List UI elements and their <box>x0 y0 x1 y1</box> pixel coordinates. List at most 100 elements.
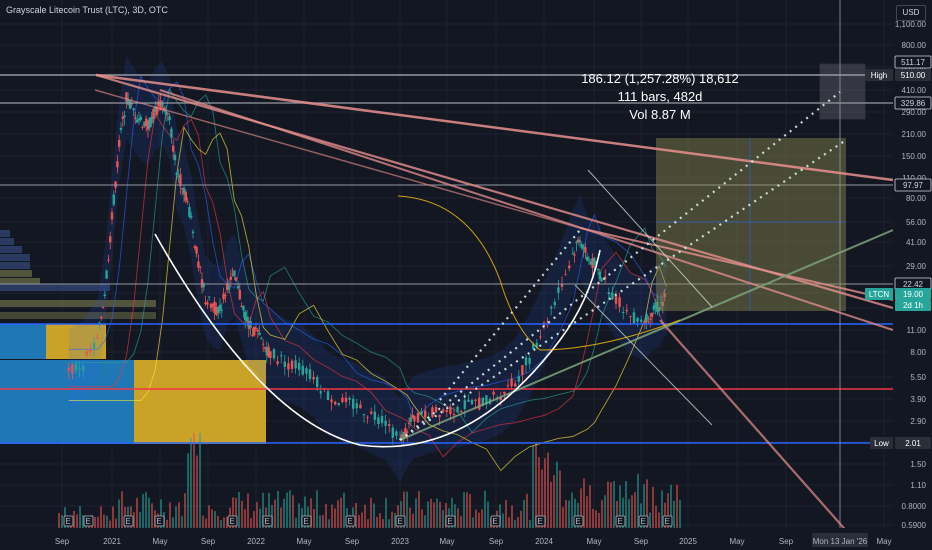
candle-body <box>190 215 193 218</box>
candle-body <box>528 357 531 364</box>
candle-body <box>391 427 394 438</box>
volume-bar <box>433 502 435 528</box>
time-axis[interactable]: Sep 2021 May Sep 2022 May Sep 2023 May Sep 2024 May… <box>0 528 932 550</box>
volume-bar <box>334 508 336 528</box>
volume-bar <box>115 518 117 528</box>
candle-body <box>89 349 92 352</box>
candle-body <box>413 416 416 422</box>
trendline-right <box>579 227 894 301</box>
candle-body <box>253 326 256 336</box>
profile-bar-poc-gold <box>46 324 106 359</box>
candle-body <box>145 118 148 127</box>
candle-body <box>78 368 81 370</box>
volume-bar <box>178 502 180 528</box>
earnings-letter: E <box>575 517 580 526</box>
candle-body <box>134 117 137 119</box>
volume-bar <box>517 517 519 528</box>
price-label-prefix-box <box>870 437 893 449</box>
volume-bar <box>610 482 612 528</box>
candle-body <box>539 336 542 338</box>
volume-bar <box>328 519 330 528</box>
earnings-letter: E <box>303 517 308 526</box>
candle-body <box>294 360 297 369</box>
y-tick-label: 11.00 <box>907 326 927 335</box>
drawing-tools[interactable] <box>0 0 894 536</box>
volume-bar <box>415 498 417 528</box>
volume-bar <box>400 501 402 528</box>
volume-bar <box>103 514 105 528</box>
volume-bar <box>589 485 591 528</box>
volume-bar <box>649 512 651 528</box>
volume-bar <box>538 457 540 528</box>
candle-body <box>596 269 600 271</box>
volume-bar <box>601 500 603 528</box>
candle-body <box>481 397 484 406</box>
candle-body <box>280 355 283 357</box>
candle-body <box>258 332 261 335</box>
profile-bar <box>0 284 110 291</box>
candle-body <box>287 363 290 370</box>
candle-body <box>643 320 646 324</box>
price-label-text: 22.42 <box>903 280 924 289</box>
candle-body <box>116 161 119 168</box>
candle-body <box>618 297 621 308</box>
volume-bar <box>217 515 219 528</box>
y-tick-label: 8.00 <box>910 348 926 357</box>
candle-body <box>141 126 144 128</box>
earnings-marker <box>490 515 501 527</box>
volume-bar <box>523 499 525 528</box>
earnings-marker <box>662 515 673 527</box>
x-tick-label: Sep <box>55 537 70 546</box>
volume-bar <box>409 507 411 528</box>
volume-bar <box>325 504 327 528</box>
price-axis[interactable]: 1,100.00800.00600.00410.00290.00210.0015… <box>893 0 932 550</box>
volume-bar <box>262 492 264 528</box>
earnings-marker <box>445 515 456 527</box>
candle-body <box>380 415 384 423</box>
earnings-letter: E <box>640 517 645 526</box>
volume-bar <box>406 491 408 528</box>
volume-bar <box>556 461 558 528</box>
volume-bar <box>253 510 255 528</box>
candle-body <box>231 273 234 275</box>
volume-bar <box>223 517 225 528</box>
y-tick-label: 56.00 <box>906 218 927 227</box>
candle-body <box>460 410 463 412</box>
earnings-letter: E <box>537 517 542 526</box>
moving-average-0 <box>68 74 667 421</box>
volume-bar <box>226 516 228 528</box>
volume-bar <box>121 491 123 528</box>
profile-bar <box>0 300 156 307</box>
candle-body <box>506 385 510 387</box>
volume-bar <box>502 513 504 528</box>
channel-line-upper <box>587 169 713 308</box>
earnings-letter: E <box>125 517 130 526</box>
x-tick-label: 2024 <box>535 537 553 546</box>
volume-bar <box>292 495 294 528</box>
volume-bar <box>526 493 528 528</box>
x-tick-label: May <box>439 537 454 546</box>
candle-body <box>204 302 207 305</box>
x-tick-label: Sep <box>489 537 504 546</box>
candle-body <box>206 302 209 305</box>
candle-body <box>550 306 553 309</box>
candle-body <box>578 240 582 243</box>
candle-body <box>404 428 407 438</box>
volume-bar <box>73 510 75 528</box>
candle-body <box>276 361 279 364</box>
volume-bar <box>331 504 333 528</box>
candle-body <box>209 303 213 308</box>
candle-body <box>269 351 272 359</box>
candle-body <box>118 140 121 147</box>
volume-bar <box>532 445 534 528</box>
volume-bar <box>586 496 588 528</box>
candle-body <box>663 292 666 298</box>
candle-body <box>195 246 198 254</box>
trendline-short <box>159 89 894 331</box>
y-tick-label: 80.00 <box>906 194 927 203</box>
currency-button[interactable]: USD <box>896 5 926 21</box>
volume-bar <box>97 516 99 528</box>
candle-body <box>168 116 171 121</box>
candle-body <box>143 121 146 127</box>
